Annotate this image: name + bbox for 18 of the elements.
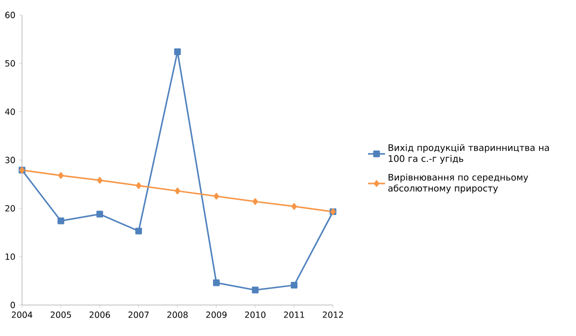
x-tick-label: 2004 [12,312,32,318]
y-tick-label: 40 [5,108,15,115]
x-tick-label: 2012 [322,312,343,318]
x-tick-label: 2005 [50,312,71,318]
x-tick-label: 2006 [90,312,110,318]
y-tick-label: 30 [5,156,15,164]
x-tick-label: 2009 [206,312,227,318]
legend-label: Вирівнювання по середньому абсолютному приросту [388,174,528,194]
x-tick-label: 2008 [167,312,188,318]
x-tick-label: 2011 [284,312,304,318]
x-tick-label: 2010 [245,312,266,318]
y-tick-label: 10 [6,253,15,260]
y-tick-label: 50 [5,60,15,67]
y-tick-label: 60 [5,12,15,18]
y-tick-label: 0 [10,302,15,308]
y-tick-label: 20 [5,205,15,212]
legend-label: Вихід продукцій тваринництва на 100 га с.-г угідь [388,144,549,164]
x-tick-label: 2007 [128,312,149,318]
